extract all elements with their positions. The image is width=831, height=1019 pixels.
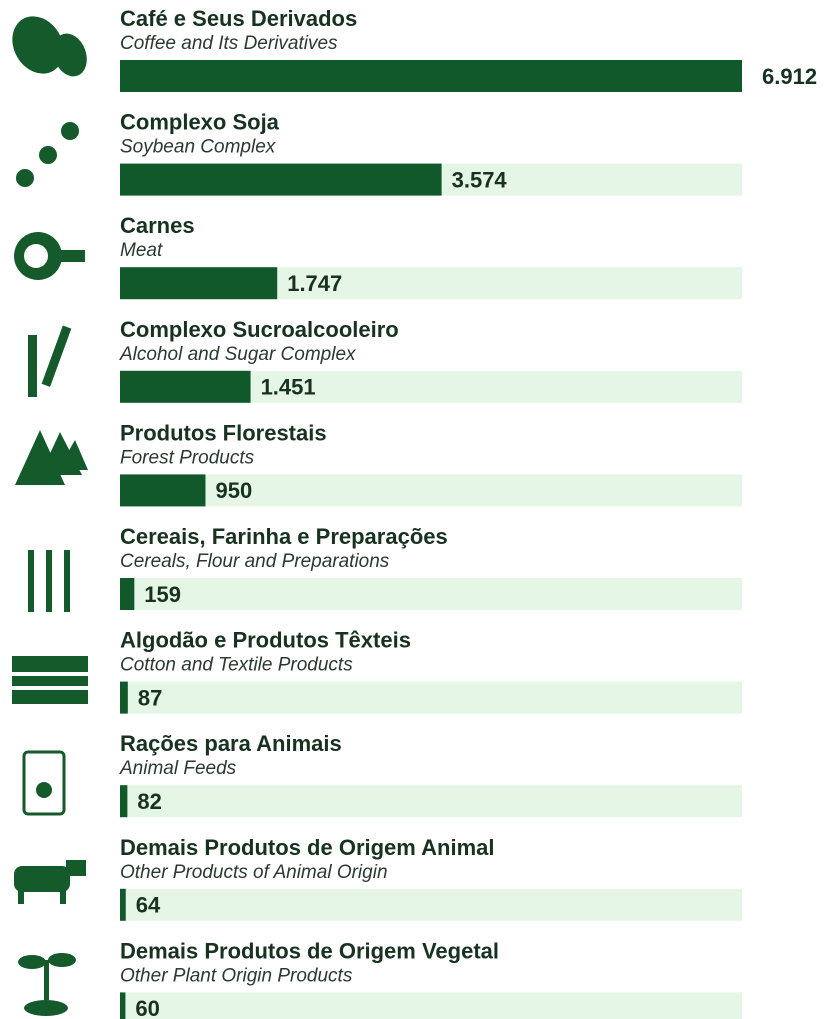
category-label: Café e Seus Derivados — [120, 6, 357, 31]
bar-track — [120, 474, 742, 507]
value-label: 64 — [136, 893, 161, 918]
category-label-en: Other Products of Animal Origin — [120, 862, 388, 883]
value-label: 1.747 — [287, 271, 342, 296]
value-label: 3.574 — [452, 167, 508, 192]
category-label-en: Meat — [120, 240, 163, 261]
cow-icon — [14, 860, 86, 904]
bar — [120, 474, 206, 507]
tree-icon — [15, 430, 88, 485]
category-label: Produtos Florestais — [120, 420, 327, 445]
coffee-icon — [12, 16, 87, 77]
meat-icon — [14, 232, 85, 280]
cane-icon — [28, 325, 72, 397]
category-label: Cereais, Farinha e Preparações — [120, 524, 448, 549]
value-label: 82 — [137, 789, 161, 814]
wheat-icon — [28, 550, 70, 612]
bar-track — [120, 681, 742, 714]
category-label-en: Alcohol and Sugar Complex — [119, 344, 357, 365]
bar-track — [120, 992, 742, 1019]
value-label: 6.912 — [762, 64, 817, 89]
bar-track — [120, 578, 742, 610]
category-label: Algodão e Produtos Têxteis — [120, 628, 411, 653]
category-label-en: Animal Feeds — [119, 758, 237, 779]
value-label: 87 — [138, 685, 162, 710]
bar-track — [120, 888, 742, 921]
category-label: Carnes — [120, 213, 195, 238]
plant-icon — [18, 953, 76, 1016]
value-label: 60 — [135, 996, 159, 1019]
category-label: Demais Produtos de Origem Animal — [120, 835, 495, 860]
feed-icon — [22, 750, 66, 816]
bar — [120, 60, 742, 92]
category-label-en: Cereals, Flour and Preparations — [120, 551, 390, 572]
category-label: Rações para Animais — [120, 731, 342, 756]
category-label-en: Coffee and Its Derivatives — [120, 33, 338, 54]
bar — [120, 163, 442, 196]
bar — [120, 681, 128, 714]
value-label: 159 — [144, 582, 181, 607]
category-label-en: Forest Products — [120, 447, 255, 468]
bar — [120, 370, 251, 403]
category-label-en: Cotton and Textile Products — [120, 655, 353, 676]
category-label: Demais Produtos de Origem Vegetal — [120, 938, 499, 963]
soy-icon — [16, 122, 79, 187]
value-label: 950 — [215, 478, 252, 503]
bar — [120, 267, 278, 300]
category-label-en: Other Plant Origin Products — [120, 965, 353, 986]
textile-icon — [12, 656, 88, 704]
bar — [120, 578, 135, 610]
bar — [120, 992, 126, 1019]
bar — [120, 785, 128, 818]
category-label: Complexo Soja — [120, 110, 280, 135]
category-label: Complexo Sucroalcooleiro — [120, 317, 399, 342]
bar — [120, 888, 126, 921]
value-label: 1.451 — [261, 375, 316, 400]
icons — [12, 16, 88, 1016]
bar-track — [120, 785, 742, 818]
category-label-en: Soybean Complex — [120, 137, 277, 158]
